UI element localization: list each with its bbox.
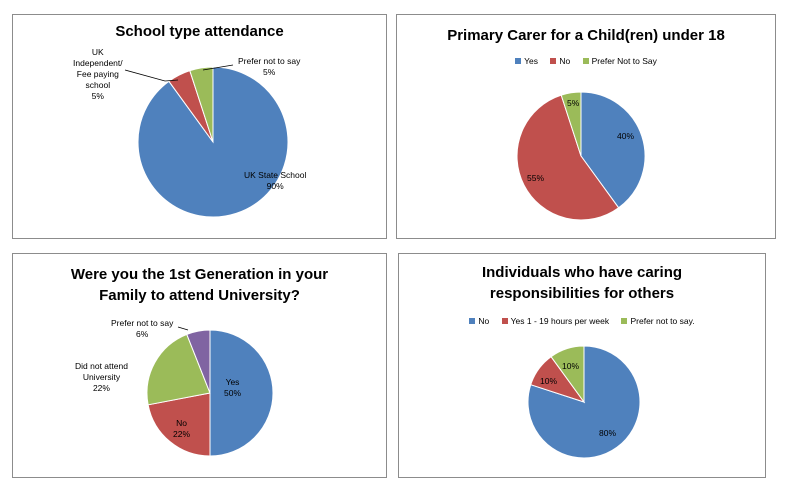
pie-slice-no bbox=[516, 94, 620, 221]
data-label-yes: Yes 50% bbox=[224, 377, 242, 398]
data-label-yes-hours: 10% bbox=[540, 376, 558, 386]
data-label-prefer-not: 5% bbox=[567, 98, 580, 108]
pie-chart-school-type bbox=[124, 64, 289, 218]
data-label-yes: 40% bbox=[617, 131, 635, 141]
chart-title-primary-carer: Primary Carer for a Child(ren) under 18 bbox=[447, 27, 725, 44]
pie-slice-yes bbox=[209, 329, 274, 457]
data-label-did-not-attend: Did not attend University 22% bbox=[75, 361, 128, 393]
chart-first-generation: Were you the 1st Generation in your Famil… bbox=[12, 253, 387, 478]
data-label-uk-state-school: UK State School 90% bbox=[244, 170, 307, 191]
legend-item-yes: Yes bbox=[515, 56, 538, 66]
pie-slice-yes bbox=[580, 91, 646, 209]
data-label-no: 55% bbox=[527, 173, 545, 183]
legend-item-no: No bbox=[469, 316, 489, 326]
data-label-prefer-not: 10% bbox=[562, 361, 580, 371]
chart-title-caring: Individuals who have caring responsibilit… bbox=[481, 264, 683, 302]
pie-slice-did-not-attend-university bbox=[146, 333, 211, 406]
legend-primary-carer: Yes No Prefer Not to Say bbox=[397, 56, 775, 66]
pie-chart-primary-carer bbox=[516, 91, 646, 221]
pie-slice-prefer-not-to-say bbox=[186, 329, 211, 394]
chart-title-first-generation: Were you the 1st Generation in your Famil… bbox=[70, 266, 329, 304]
pie-slice-no bbox=[527, 345, 641, 459]
leader-line-prefer-not-to-say bbox=[202, 64, 234, 71]
pie-slice-prefer-not-to-say bbox=[560, 91, 582, 157]
pie-chart-first-generation bbox=[146, 326, 274, 457]
data-label-no: No 22% bbox=[173, 418, 191, 439]
pie-slice-prefer-not-to-say bbox=[550, 345, 585, 404]
legend-caring: No Yes 1 - 19 hours per week Prefer not … bbox=[399, 316, 765, 326]
chart-school-type: School type attendance UK State School 90… bbox=[12, 14, 387, 239]
legend-item-prefer-not: Prefer not to say. bbox=[621, 316, 695, 326]
legend-item-no: No bbox=[550, 56, 570, 66]
legend-item-yes-hours: Yes 1 - 19 hours per week bbox=[501, 316, 609, 326]
data-label-prefer-not-to-say: Prefer not to say 5% bbox=[238, 56, 301, 77]
data-label-no: 80% bbox=[599, 428, 617, 438]
leader-line-prefer-not bbox=[177, 326, 189, 331]
data-label-uk-independent: UK Independent/Fee paying school 5% bbox=[73, 47, 123, 101]
chart-title-school-type: School type attendance bbox=[115, 23, 284, 40]
data-label-prefer-not: Prefer not to say 6% bbox=[111, 318, 174, 339]
leader-line-uk-independent bbox=[124, 69, 179, 82]
pie-chart-caring-responsibilities bbox=[527, 345, 641, 459]
pie-slice-no bbox=[147, 392, 211, 457]
chart-caring-responsibilities: Individuals who have caring responsibilit… bbox=[398, 253, 766, 478]
pie-slice-prefer-not-to-say bbox=[189, 66, 214, 143]
legend-item-prefer-not: Prefer Not to Say bbox=[582, 56, 657, 66]
chart-primary-carer: Primary Carer for a Child(ren) under 18 … bbox=[396, 14, 776, 239]
